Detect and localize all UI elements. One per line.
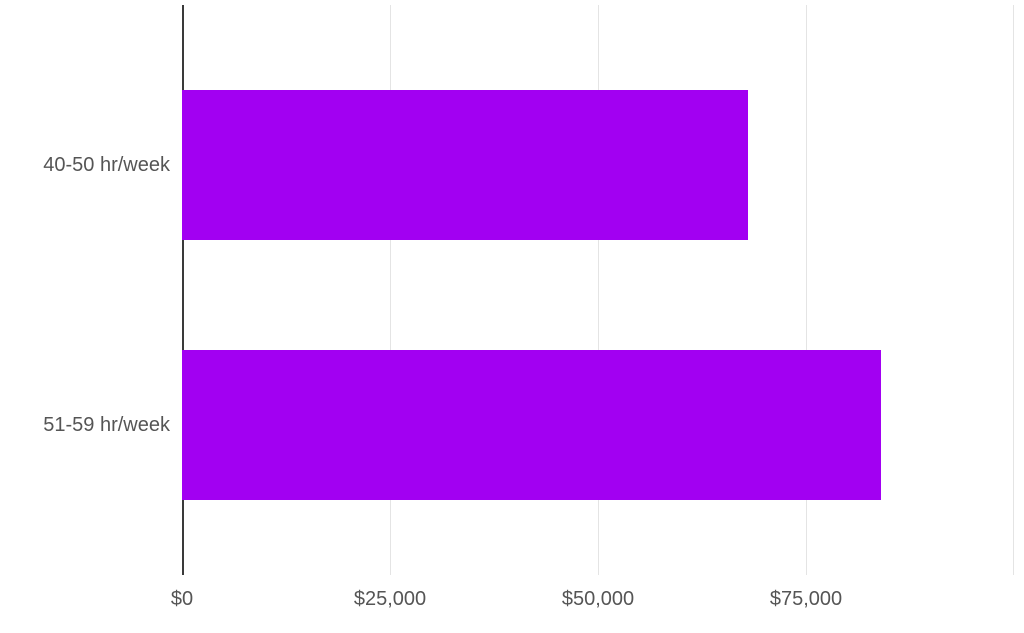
category-label: 51-59 hr/week	[0, 415, 170, 435]
chart-container: 40-50 hr/week 51-59 hr/week $0 $25,000 $50,0…	[0, 0, 1024, 633]
category-label: 40-50 hr/week	[0, 155, 170, 175]
x-tick-label: $75,000	[770, 588, 842, 611]
x-tick-label: $25,000	[354, 588, 426, 611]
x-tick-label: $0	[171, 588, 193, 611]
bar	[182, 350, 881, 500]
gridline	[1013, 5, 1014, 575]
x-tick-label: $50,000	[562, 588, 634, 611]
bar	[182, 90, 748, 240]
plot-area	[182, 5, 1014, 575]
